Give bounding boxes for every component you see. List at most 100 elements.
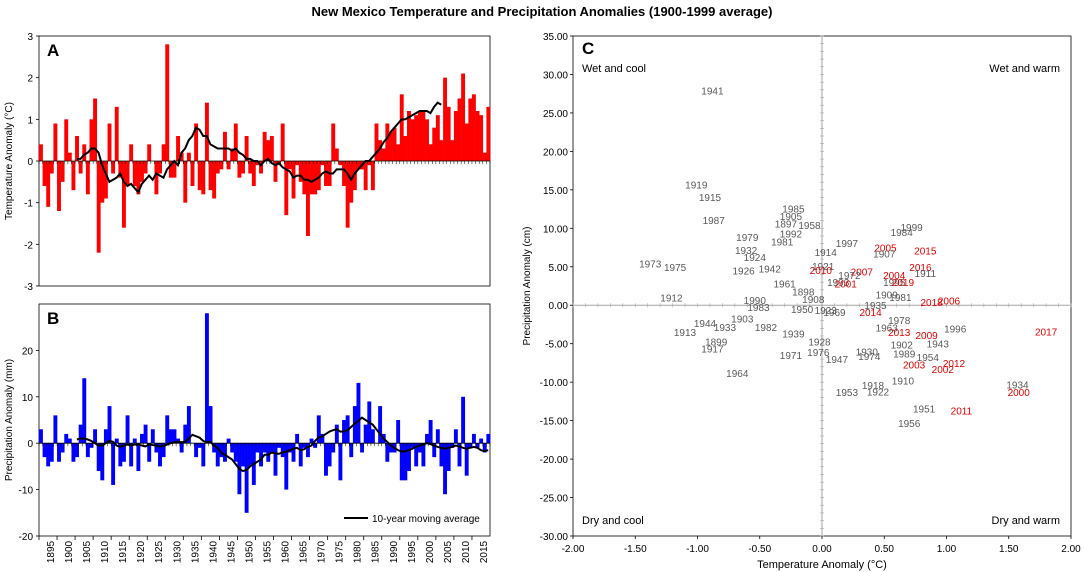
panel-a-y-tick-label: -3 [24,282,33,293]
panel-b-anomaly-bar [82,378,87,444]
panel-a-anomaly-bar [388,131,393,161]
panel-c-x-tick-label: 0.00 [812,544,832,555]
panel-a-anomaly-bar [121,161,126,228]
panel-b-anomaly-bar [147,443,152,462]
scatter-year-point: 1905 [780,212,803,223]
panel-a-anomaly-bar [168,161,173,178]
panel-b-anomaly-bar [204,313,209,444]
panel-b-anomaly-bar [298,443,303,467]
panel-b-y-tick-label: 10 [22,393,34,404]
scatter-year-point: 1950 [791,305,814,316]
scatter-year-point: 2000 [1008,388,1031,399]
panel-b-anomaly-bar [107,406,112,444]
scatter-year-point: 1976 [807,348,830,359]
panel-b-anomaly-bar [244,443,249,513]
panel-b-anomaly-bar [103,429,108,444]
panel-c-y-tick-label: -10.00 [540,378,569,389]
panel-a-anomaly-bar [428,144,433,161]
panel-b-anomaly-bar [399,443,404,481]
panel-a-anomaly-bar [49,161,54,174]
panel-a-anomaly-bar [89,119,94,161]
scatter-year-point: 1953 [836,388,859,399]
panel-b-anomaly-bar [89,443,94,448]
panel-b-x-tick-label: 2000 [425,540,436,563]
panel-b-x-tick-label: 1915 [118,540,129,563]
panel-b-anomaly-bar [439,443,444,467]
panel-a-anomaly-bar [291,161,296,199]
quadrant-label-wet-warm: Wet and warm [989,63,1060,75]
scatter-year-point: 2003 [903,361,926,372]
panel-b-anomaly-bar [378,406,383,444]
panel-b-anomaly-bar [428,420,433,444]
panel-a-anomaly-bar [284,161,289,216]
panel-b-x-tick-label: 1980 [353,540,364,563]
panel-b-anomaly-bar [313,443,318,448]
scatter-year-point: 1933 [714,323,737,334]
scatter-year-point: 1972 [838,271,861,282]
panel-a-anomaly-bar [147,144,152,161]
panel-b-anomaly-bar [273,443,278,476]
panel-a-anomaly-bar [107,123,112,161]
panel-a-anomaly-bar [421,111,426,161]
panel-c-x-tick-label: -2.00 [562,544,585,555]
panel-b-anomaly-bar [425,433,429,444]
panel-a-anomaly-bar [71,161,76,191]
panel-b-anomaly-bar [453,429,458,444]
panel-a-anomaly-bar [60,161,65,182]
panel-a-anomaly-bar [129,144,134,161]
quadrant-label-wet-cool: Wet and cool [582,63,646,75]
panel-a-anomaly-bar [172,161,177,178]
panel-b-anomaly-bar [432,443,437,458]
panel-c-y-tick-label: -20.00 [540,455,569,466]
scatter-year-point: 1963 [876,324,899,335]
scatter-year-point: 1984 [891,228,914,239]
panel-a-anomaly-bar [453,111,458,161]
panel-a-anomaly-bar [269,136,274,161]
panel-a-anomaly-bar [64,119,69,161]
panel-b-x-tick-label: 1930 [172,540,183,563]
panel-c-x-tick-label: 0.50 [875,544,895,555]
panel-b-x-tick-label: 1950 [244,540,255,563]
panel-b-anomaly-bar [71,443,76,462]
panel-b-anomaly-bar [435,429,440,444]
panel-a-anomaly-bar [450,140,455,161]
scatter-year-point: 1908 [802,295,825,306]
panel-b-anomaly-bar [349,443,354,458]
panel-b-anomaly-bar [356,382,361,444]
panel-b-x-tick-label: 1900 [64,540,75,563]
panel-b-anomaly-bar [417,443,422,453]
scatter-year-point: 1982 [755,323,778,334]
scatter-year-point: 2006 [938,297,961,308]
scatter-year-point: 1898 [792,287,815,298]
panel-b-x-tick-label: 1960 [281,540,292,563]
panel-a-anomaly-bar [320,161,325,166]
panel-a-anomaly-bar [194,123,199,161]
panel-a-y-tick-label: 0 [27,157,33,168]
scatter-year-point: 1922 [867,387,890,398]
panel-a-anomaly-bar [248,161,253,174]
panel-b-anomaly-bar [360,443,365,453]
panel-b-anomaly-bar [212,443,217,453]
panel-a-anomaly-bar [407,111,411,161]
panel-b-anomaly-bar [208,406,213,444]
panel-a-anomaly-bar [313,161,318,195]
scatter-year-point: 1951 [913,404,936,415]
panel-b-anomaly-bar [316,415,321,444]
scatter-year-point: 1975 [664,263,687,274]
panel-a-anomaly-bar [345,161,350,228]
scatter-year-point: 1912 [660,294,683,305]
panel-a-anomaly-bar [93,98,98,161]
panel-b-x-tick-label: 1920 [136,540,147,563]
panel-a-anomaly-bar [251,161,256,186]
panel-a-anomaly-bar [331,123,336,161]
panel-a-anomaly-bar [230,148,235,161]
panel-a-anomaly-bar [241,161,245,174]
panel-c-y-tick-label: 5.00 [549,263,569,274]
panel-c-y-tick-label: -30.00 [540,532,569,543]
panel-c-x-tick-label: 1.00 [937,544,957,555]
panel-b-anomaly-bar [223,443,227,462]
panel-b-anomaly-bar [150,429,155,444]
scatter-year-point: 2019 [892,278,915,289]
panel-b-anomaly-bar [287,443,292,453]
panel-b-x-tick-label: 1965 [299,540,310,563]
